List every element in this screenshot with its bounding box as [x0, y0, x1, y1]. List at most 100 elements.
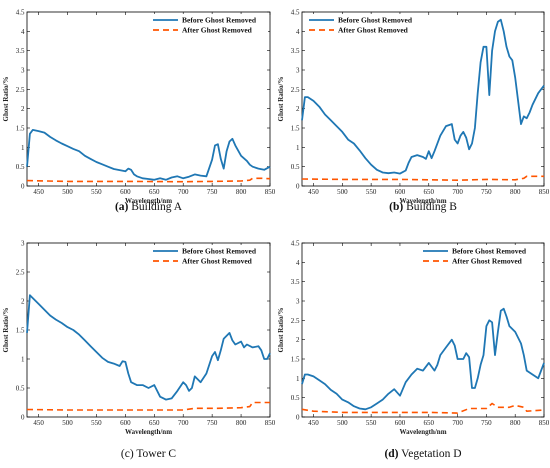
x-tick-label: 700 [452, 188, 463, 196]
y-tick-label: 1 [21, 356, 25, 364]
x-axis-label: Wavelength/nm [399, 428, 446, 436]
legend-label-before: Before Ghost Removed [338, 16, 413, 25]
x-tick-label: 500 [62, 419, 73, 427]
x-tick-label: 550 [91, 419, 102, 427]
caption-title: Vegetation D [399, 448, 462, 460]
caption-letter: (a) [115, 201, 129, 213]
y-tick-label: 3 [296, 298, 300, 306]
y-tick-label: 4.5 [16, 9, 25, 17]
y-tick-label: 3.5 [291, 47, 300, 55]
y-tick-label: 4 [296, 259, 300, 267]
x-tick-label: 800 [236, 419, 247, 427]
x-axis-label: Wavelength/nm [125, 428, 172, 436]
y-tick-label: 4 [21, 28, 25, 36]
caption-title: Building A [128, 201, 182, 213]
y-tick-label: 1.5 [291, 356, 300, 364]
y-tick-label: 4.5 [291, 240, 300, 248]
y-tick-label: 3.5 [291, 278, 300, 286]
plot-frame [26, 11, 271, 187]
y-tick-label: 2.5 [16, 86, 25, 94]
legend-box [150, 245, 268, 267]
x-tick-label: 650 [149, 419, 160, 427]
y-tick-label: 2 [296, 105, 300, 113]
chart-panel-3: 450 500 550 600 650 700 750 800 850 0 0.5 1 1.5 2 2.5 3… [2, 240, 276, 461]
y-tick-label: 3 [21, 240, 25, 248]
panel-caption: (a) Building A [115, 201, 183, 213]
x-tick-label: 600 [395, 188, 406, 196]
y-tick-label: 0 [21, 414, 25, 422]
x-tick-label: 500 [337, 188, 348, 196]
x-tick-label: 550 [366, 419, 377, 427]
x-tick-label: 850 [265, 188, 276, 196]
y-tick-label: 4.5 [291, 9, 300, 17]
y-tick-label: 0 [296, 414, 300, 422]
y-tick-label: 0.5 [291, 163, 300, 171]
legend-label-after: After Ghost Removed [182, 26, 253, 35]
series-before-line [301, 307, 545, 411]
y-tick-label: 1.5 [16, 125, 25, 133]
y-tick-label: 2 [21, 298, 25, 306]
x-tick-label: 750 [481, 188, 492, 196]
plot-frame [301, 242, 545, 418]
y-tick-label: 3 [21, 67, 25, 75]
legend-label-before: Before Ghost Removed [182, 247, 257, 256]
legend-label-before: Before Ghost Removed [182, 16, 257, 25]
x-tick-label: 750 [207, 188, 218, 196]
y-tick-label: 1.5 [291, 125, 300, 133]
y-tick-label: 1 [21, 144, 25, 152]
y-tick-label: 0.5 [16, 385, 25, 393]
caption-title: Tower C [134, 448, 177, 460]
y-tick-label: 0 [21, 183, 25, 191]
y-tick-label: 1 [296, 375, 300, 383]
series-before-line [301, 18, 545, 175]
chart-panel-1: 450 500 550 600 650 700 750 800 850 0 0.5 1 1.5 2 2.5 3… [2, 9, 276, 214]
y-tick-label: 0 [296, 183, 300, 191]
panel-caption: (b) Building B [389, 201, 457, 213]
x-tick-label: 700 [178, 188, 189, 196]
chart-panel-2: 450 500 550 600 650 700 750 800 850 0 0.5 1 1.5 2 2.5 3… [277, 9, 550, 214]
x-tick-label: 600 [120, 188, 131, 196]
y-tick-label: 0.5 [16, 163, 25, 171]
legend-label-after: After Ghost Removed [452, 257, 523, 266]
y-tick-label: 2 [296, 336, 300, 344]
y-tick-label: 0.5 [291, 394, 300, 402]
series-before-line [26, 294, 271, 401]
x-tick-label: 750 [207, 419, 218, 427]
series-after-line [26, 401, 270, 411]
y-tick-label: 2 [21, 105, 25, 113]
x-tick-label: 750 [481, 419, 492, 427]
legend-box [420, 245, 542, 267]
y-tick-label: 2.5 [291, 86, 300, 94]
x-tick-label: 800 [236, 188, 247, 196]
x-tick-label: 650 [424, 188, 435, 196]
x-tick-label: 550 [366, 188, 377, 196]
x-tick-label: 600 [395, 419, 406, 427]
series-after-line [26, 177, 271, 183]
caption-title: Building B [403, 201, 457, 213]
x-tick-label: 500 [62, 188, 73, 196]
panel-caption: (d) Vegetation D [384, 448, 461, 460]
x-axis-label: Wavelength/nm [399, 197, 446, 205]
plot-frame [301, 11, 545, 187]
caption-letter: (c) [121, 448, 134, 460]
legend-label-before: Before Ghost Removed [452, 247, 527, 256]
legend-label-after: After Ghost Removed [182, 257, 253, 266]
caption-letter: (d) [384, 448, 398, 460]
x-tick-label: 650 [424, 419, 435, 427]
y-axis-label: Ghost Ratio/% [2, 77, 10, 122]
x-tick-label: 450 [33, 188, 44, 196]
x-tick-label: 450 [308, 188, 319, 196]
y-tick-label: 2.5 [291, 317, 300, 325]
y-tick-label: 2.5 [16, 269, 25, 277]
x-tick-label: 450 [33, 419, 44, 427]
x-tick-label: 850 [539, 419, 550, 427]
x-tick-label: 700 [452, 419, 463, 427]
series-after-line [301, 175, 544, 181]
y-tick-label: 1.5 [16, 327, 25, 335]
plot-frame [26, 242, 271, 418]
